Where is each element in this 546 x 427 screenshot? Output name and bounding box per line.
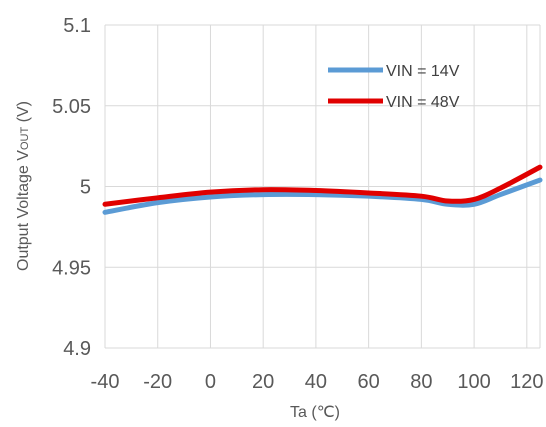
y-tick-labels: 4.9 4.95 5 5.05 5.1 [52,15,91,360]
y-tick-label: 4.9 [63,338,91,360]
y-axis-title-subscript: OUT [19,127,31,151]
legend-label-vin-48v: VIN = 48V [386,94,460,111]
x-axis-title: Ta (℃) [290,404,340,421]
y-tick-label: 4.95 [52,257,91,279]
series-line-0 [102,177,543,215]
y-axis-title-unit: (V) [15,101,32,127]
legend: VIN = 14V VIN = 48V [328,63,460,111]
y-axis-title-main: Output Voltage V [15,150,32,271]
series-lines [102,164,543,215]
x-tick-label: 20 [252,371,274,393]
y-axis-title: Output Voltage VOUT (V) [15,101,32,271]
x-tick-label: 80 [410,371,432,393]
series-line-1 [102,164,543,207]
y-tick-label: 5.1 [63,15,91,37]
y-tick-label: 5.05 [52,96,91,118]
x-tick-label: 120 [510,371,543,393]
x-tick-label: 0 [205,371,216,393]
legend-label-vin-14v: VIN = 14V [386,63,460,80]
x-tick-label: -40 [91,371,120,393]
x-tick-label: 40 [305,371,327,393]
x-tick-labels: -40 -20 0 20 40 60 80 100 120 [91,371,544,393]
grid-lines [104,24,541,349]
x-tick-label: 60 [358,371,380,393]
x-tick-label: -20 [143,371,172,393]
x-tick-label: 100 [457,371,490,393]
y-tick-label: 5 [80,177,91,199]
